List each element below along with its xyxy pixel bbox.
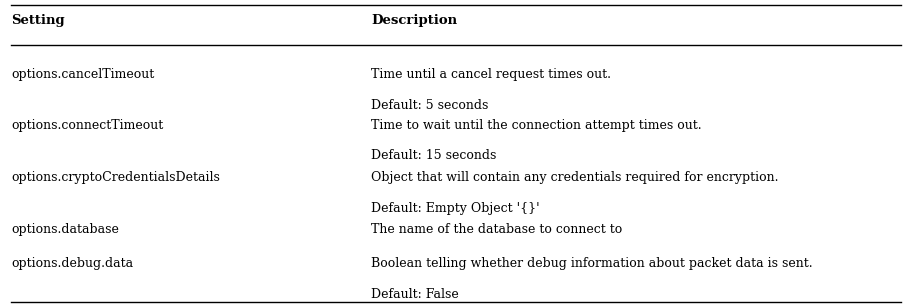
Text: Default: 5 seconds: Default: 5 seconds xyxy=(371,99,489,111)
Text: Boolean telling whether debug information about packet data is sent.: Boolean telling whether debug informatio… xyxy=(371,257,813,270)
Text: Setting: Setting xyxy=(11,14,65,27)
Text: Default: Empty Object '{}': Default: Empty Object '{}' xyxy=(371,202,540,215)
Text: Time until a cancel request times out.: Time until a cancel request times out. xyxy=(371,68,612,81)
Text: options.database: options.database xyxy=(11,223,119,236)
Text: Time to wait until the connection attempt times out.: Time to wait until the connection attemp… xyxy=(371,119,702,132)
Text: Default: False: Default: False xyxy=(371,288,459,301)
Text: Description: Description xyxy=(371,14,458,27)
Text: The name of the database to connect to: The name of the database to connect to xyxy=(371,223,622,236)
Text: options.connectTimeout: options.connectTimeout xyxy=(11,119,163,132)
Text: options.cryptoCredentialsDetails: options.cryptoCredentialsDetails xyxy=(11,171,220,184)
Text: Object that will contain any credentials required for encryption.: Object that will contain any credentials… xyxy=(371,171,779,184)
Text: options.debug.data: options.debug.data xyxy=(11,257,133,270)
Text: options.cancelTimeout: options.cancelTimeout xyxy=(11,68,154,81)
Text: Default: 15 seconds: Default: 15 seconds xyxy=(371,149,497,162)
